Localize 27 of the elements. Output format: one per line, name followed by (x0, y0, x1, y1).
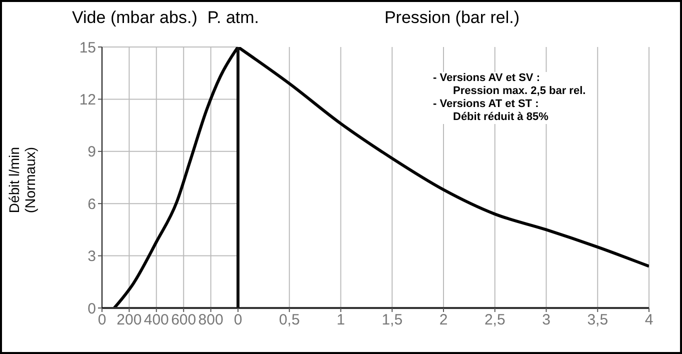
x-tick-label: 800 (198, 312, 224, 329)
annotation: Pression max. 2,5 bar rel. (452, 85, 586, 98)
annotation: Débit réduit à 85% (452, 111, 550, 124)
y-axis-title: Débit l/min (Normaux) (6, 146, 38, 214)
x-axis-title: Pression (bar rel.) (383, 8, 521, 28)
text: P. atm. (207, 8, 260, 27)
annotation: - Versions AT et ST : (433, 98, 540, 111)
x-tick-label: 400 (144, 312, 169, 329)
x-tick-label: 600 (171, 312, 196, 329)
x-tick-label: 2,5 (484, 312, 506, 329)
x-tick-label: 4 (644, 312, 654, 329)
y-tick-label: 3 (88, 248, 96, 266)
x-tick-label: 0,5 (278, 312, 300, 329)
y-tick-label: 0 (88, 300, 96, 318)
y-tick-label: 12 (79, 92, 96, 109)
annotation: - Versions AV et SV : (433, 72, 541, 85)
y-tick-label: 6 (88, 196, 96, 213)
x-tick-label: 200 (116, 312, 142, 329)
x-axis-title: Vide (mbar abs.) (72, 8, 198, 27)
x-tick-label: 1 (336, 312, 345, 329)
x-tick-label: 3 (542, 312, 550, 329)
x-tick-label: 3,5 (587, 312, 608, 329)
x-tick-label: 1,5 (382, 312, 403, 329)
x-tick-label: 0 (234, 312, 242, 329)
y-tick-label: 15 (79, 39, 96, 56)
y-tick-label: 9 (88, 144, 96, 161)
x-tick-label: 2 (439, 312, 448, 329)
